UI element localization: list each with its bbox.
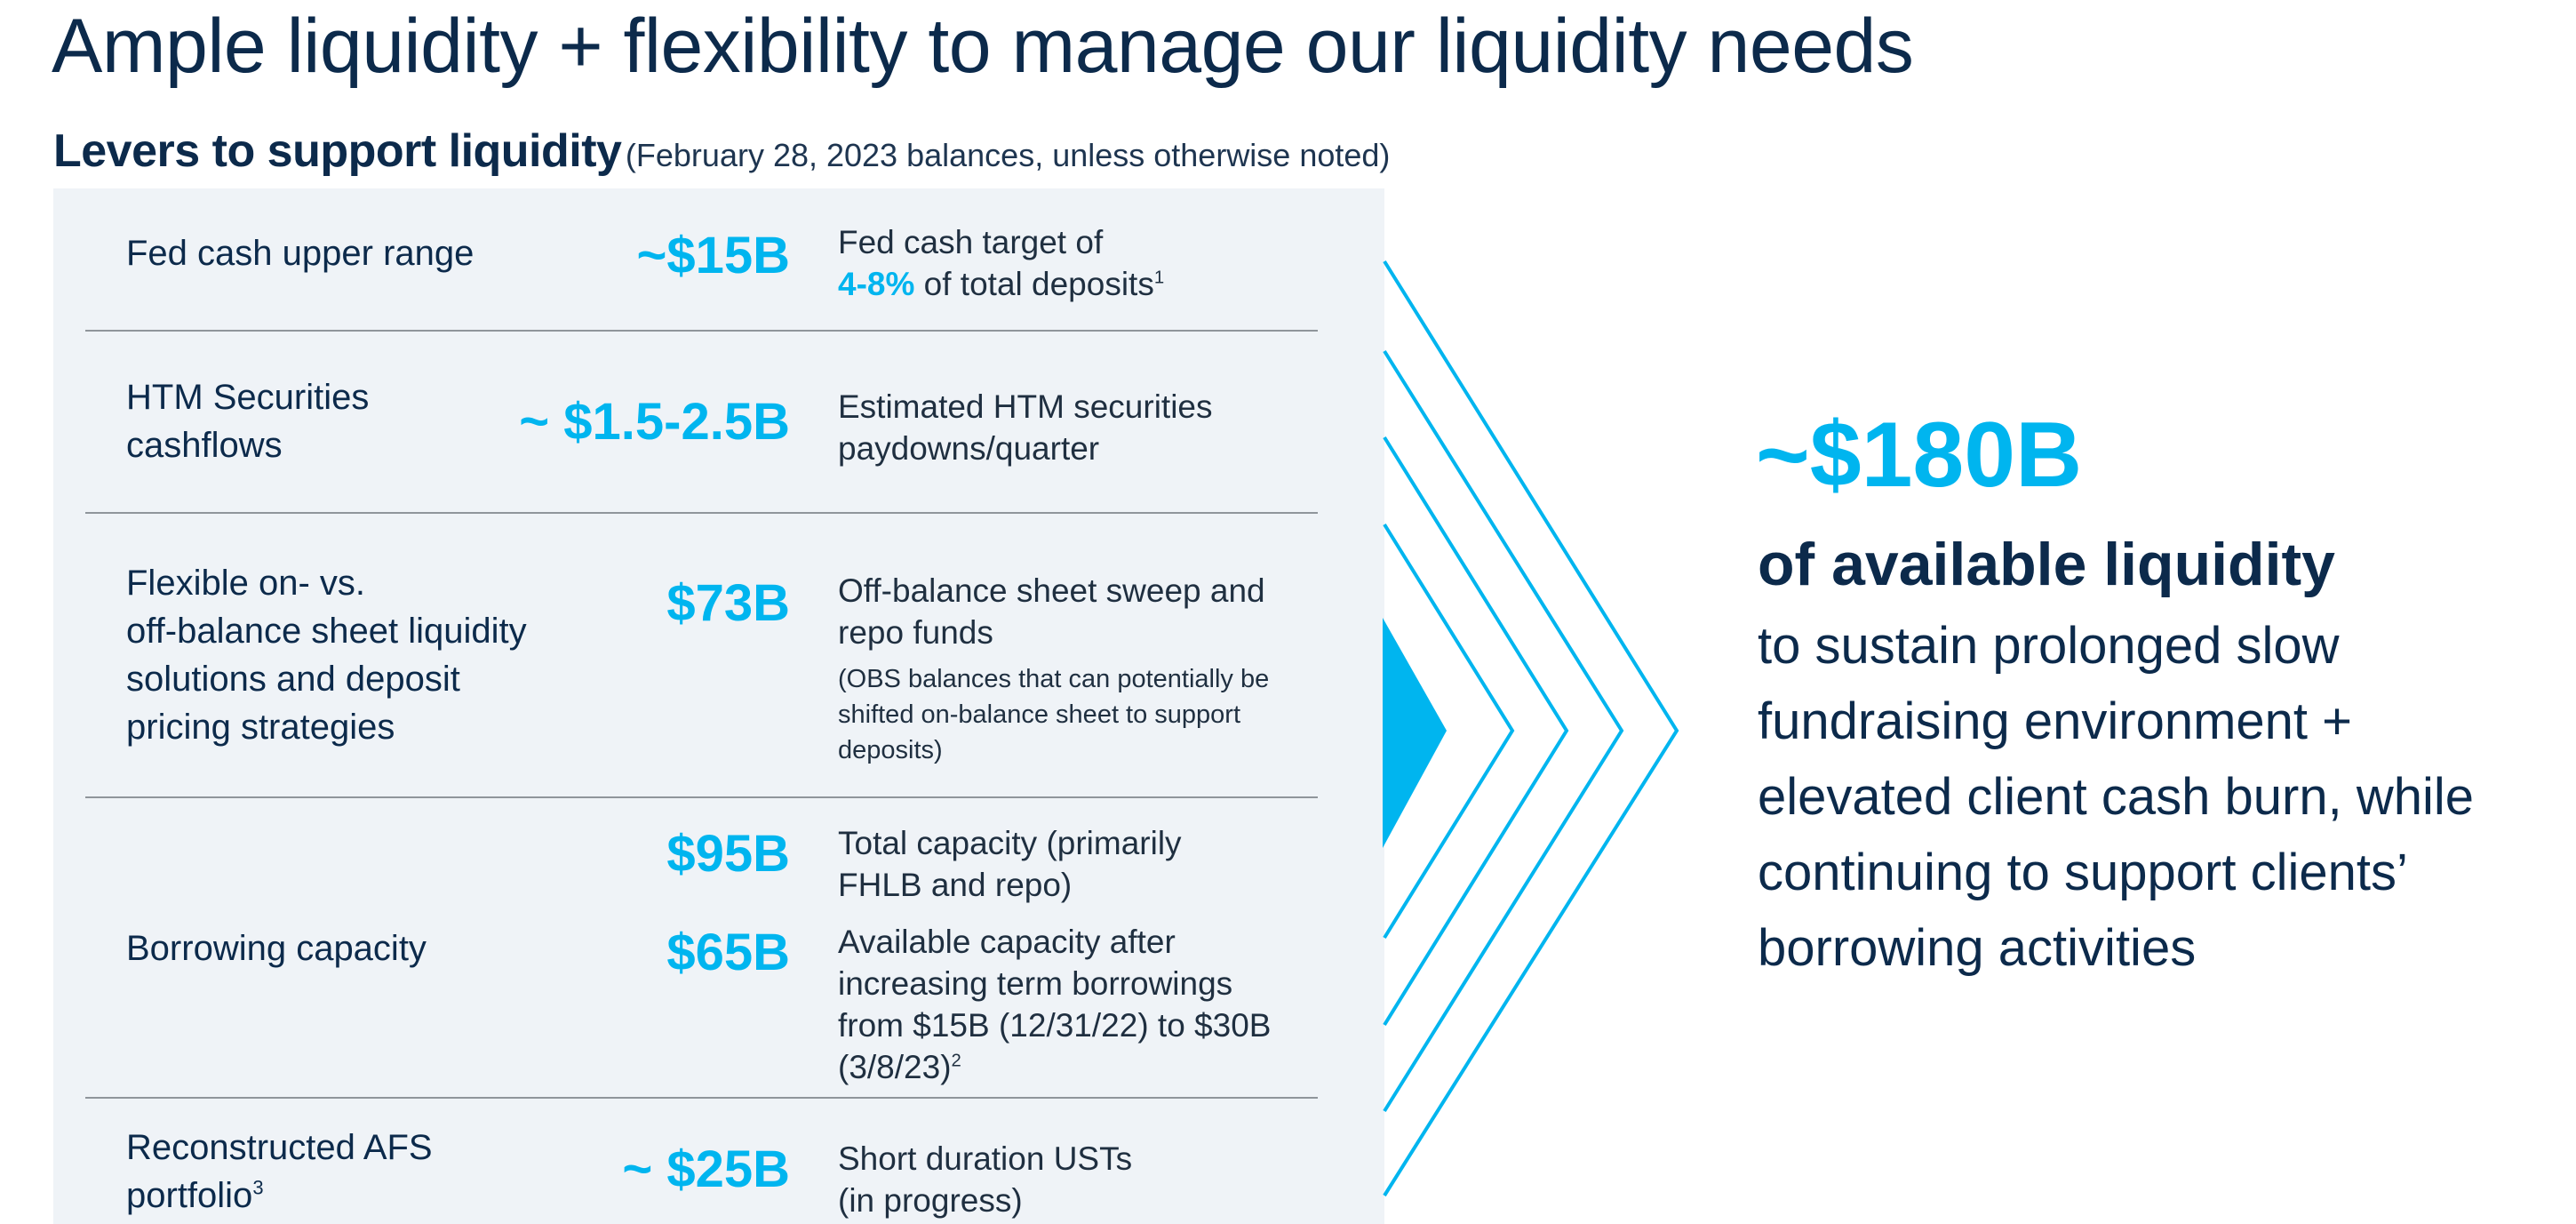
lever-label-borrowing: Borrowing capacity bbox=[126, 924, 427, 972]
desc-line: (in progress) bbox=[838, 1182, 1023, 1219]
row-divider bbox=[85, 330, 1318, 332]
lever-value-fed-cash: ~$15B bbox=[636, 227, 790, 284]
lever-desc-afs: Short duration USTs (in progress) bbox=[838, 1138, 1132, 1221]
desc-line: Total capacity (primarily bbox=[838, 825, 1182, 861]
desc-text: of total deposits bbox=[914, 266, 1154, 302]
lever-label-fed-cash: Fed cash upper range bbox=[126, 229, 474, 277]
desc-line: FHLB and repo) bbox=[838, 867, 1073, 903]
page-title: Ample liquidity + flexibility to manage … bbox=[52, 4, 1914, 89]
lever-desc-total-capacity: Total capacity (primarily FHLB and repo) bbox=[838, 822, 1182, 906]
footnote-marker: 1 bbox=[1153, 268, 1165, 288]
summary-line: borrowing activities bbox=[1758, 919, 2197, 977]
summary-line: elevated client cash burn, while bbox=[1758, 768, 2475, 826]
desc-line: Available capacity after bbox=[838, 924, 1176, 960]
total-liquidity-headline: of available liquidity bbox=[1758, 531, 2335, 598]
desc-line: Fed cash target of bbox=[838, 224, 1104, 260]
filled-triangle-icon bbox=[1383, 618, 1447, 848]
chevron-line-4 bbox=[1383, 260, 1679, 1197]
chevron-line-1 bbox=[1383, 523, 1515, 940]
desc-line: paydowns/quarter bbox=[838, 430, 1100, 467]
desc-line: Off-balance sheet sweep and bbox=[838, 572, 1265, 609]
lever-label-flexible: Flexible on- vs. off-balance sheet liqui… bbox=[126, 559, 527, 751]
total-liquidity-description: to sustain prolonged slow fundraising en… bbox=[1758, 608, 2474, 986]
lever-label-htm: HTM Securities cashflows bbox=[126, 373, 369, 469]
desc-line: from $15B (12/31/22) to $30B bbox=[838, 1007, 1272, 1044]
lever-value-afs: ~ $25B bbox=[622, 1140, 790, 1198]
chevron-line-2 bbox=[1383, 436, 1569, 1027]
summary-line: to sustain prolonged slow bbox=[1758, 617, 2340, 675]
lever-value-total-capacity: $95B bbox=[666, 825, 790, 883]
row-divider bbox=[85, 796, 1318, 798]
desc-line: Short duration USTs bbox=[838, 1140, 1133, 1177]
label-line: pricing strategies bbox=[126, 708, 395, 747]
deposit-target-range: 4-8% bbox=[838, 266, 915, 302]
lever-value-flexible: $73B bbox=[666, 574, 790, 632]
desc-line: increasing term borrowings bbox=[838, 965, 1233, 1002]
label-line: solutions and deposit bbox=[126, 660, 460, 699]
chevron-line-3 bbox=[1383, 349, 1624, 1113]
lever-label-afs: Reconstructed AFS portfolio3 bbox=[126, 1124, 433, 1220]
label-text: portfolio bbox=[126, 1176, 253, 1215]
summary-line: fundraising environment + bbox=[1758, 692, 2353, 750]
note-line: (OBS balances that can potentially be bbox=[838, 665, 1270, 693]
footnote-marker: 2 bbox=[951, 1051, 961, 1071]
lever-desc-htm: Estimated HTM securities paydowns/quarte… bbox=[838, 386, 1213, 469]
desc-line: (3/8/23)2 bbox=[838, 1046, 1271, 1088]
lever-desc-available-capacity: Available capacity after increasing term… bbox=[838, 921, 1271, 1088]
lever-desc-fed-cash: Fed cash target of 4-8% of total deposit… bbox=[838, 221, 1164, 305]
label-line: HTM Securities bbox=[126, 378, 370, 417]
section-heading-bold: Levers to support liquidity bbox=[53, 125, 622, 177]
note-line: deposits) bbox=[838, 736, 943, 764]
lever-note-flexible: (OBS balances that can potentially be sh… bbox=[838, 661, 1269, 768]
label-line: portfolio3 bbox=[126, 1172, 433, 1220]
label-line: Borrowing capacity bbox=[126, 929, 427, 968]
label-line: Fed cash upper range bbox=[126, 234, 475, 273]
label-line: Reconstructed AFS bbox=[126, 1128, 433, 1167]
desc-text: (3/8/23) bbox=[838, 1049, 952, 1085]
section-heading: Levers to support liquidity (February 28… bbox=[53, 124, 1390, 189]
note-line: shifted on-balance sheet to support bbox=[838, 700, 1241, 729]
row-divider bbox=[85, 1097, 1318, 1099]
lever-value-htm: ~ $1.5-2.5B bbox=[519, 393, 790, 451]
desc-line: 4-8% of total deposits1 bbox=[838, 263, 1164, 305]
desc-line: repo funds bbox=[838, 614, 993, 651]
row-divider bbox=[85, 512, 1318, 514]
footnote-marker: 3 bbox=[252, 1176, 264, 1199]
levers-panel bbox=[53, 188, 1384, 1224]
section-heading-note: (February 28, 2023 balances, unless othe… bbox=[625, 137, 1391, 173]
desc-line: Estimated HTM securities bbox=[838, 388, 1213, 425]
label-line: off-balance sheet liquidity bbox=[126, 612, 527, 651]
lever-desc-flexible: Off-balance sheet sweep and repo funds bbox=[838, 570, 1265, 653]
lever-value-available-capacity: $65B bbox=[666, 924, 790, 981]
total-liquidity-amount: ~$180B bbox=[1756, 404, 2083, 507]
summary-line: continuing to support clients’ bbox=[1758, 844, 2408, 901]
label-line: cashflows bbox=[126, 426, 283, 465]
label-line: Flexible on- vs. bbox=[126, 564, 365, 603]
